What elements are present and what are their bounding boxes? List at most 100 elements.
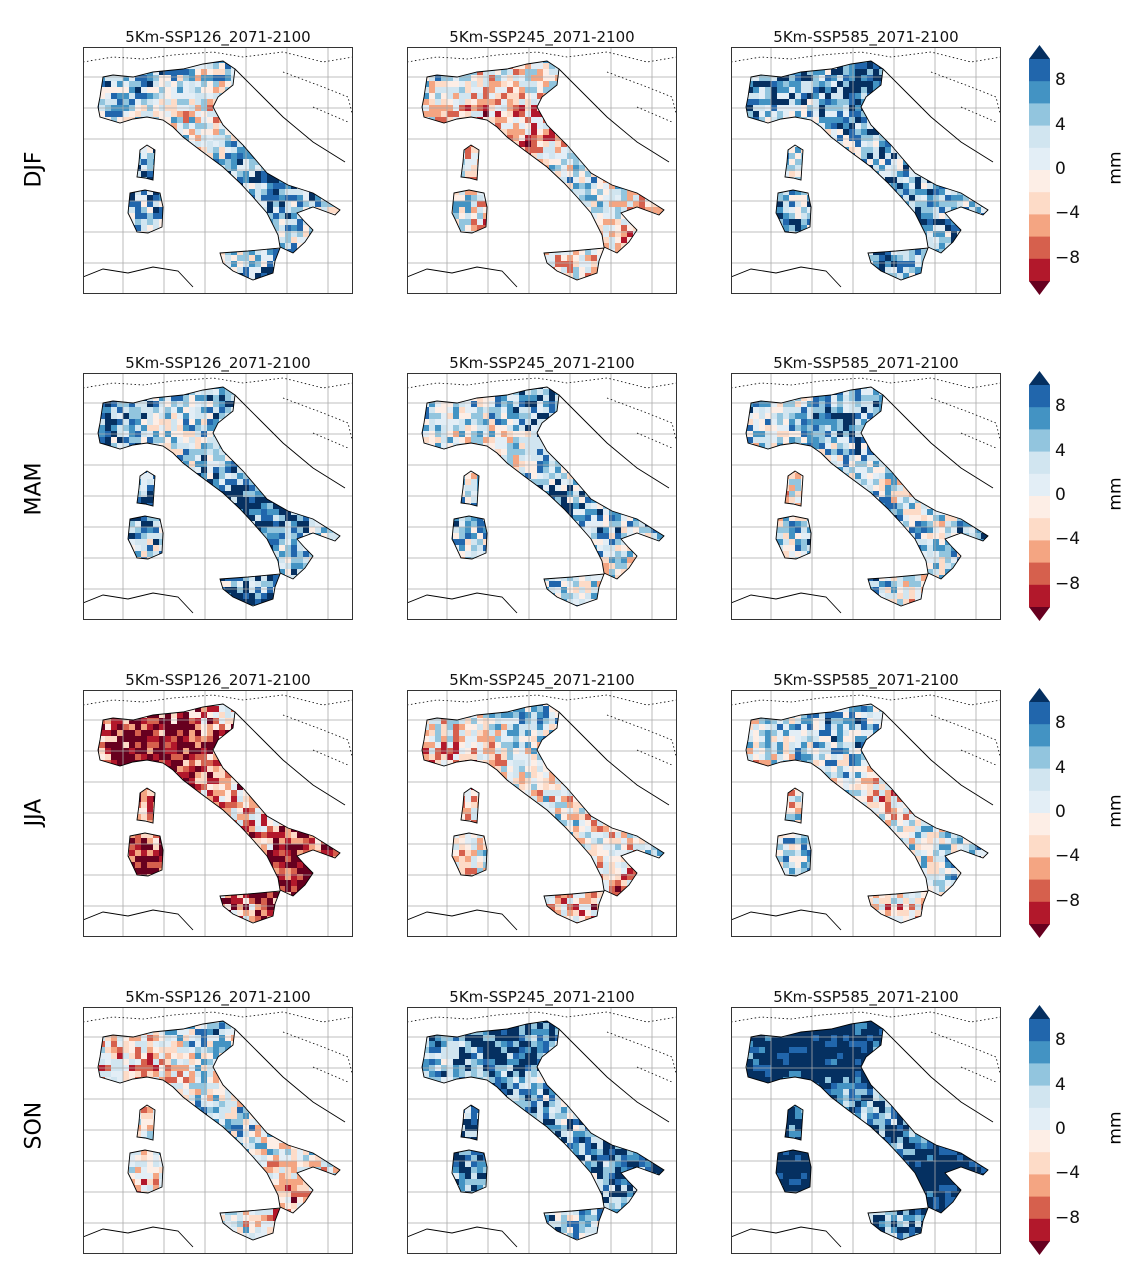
precip-cell <box>225 63 232 70</box>
precip-cell <box>105 87 112 94</box>
precip-cell <box>249 159 256 166</box>
precip-cell <box>609 207 616 214</box>
precip-cell <box>789 153 796 160</box>
panel-frame <box>407 47 677 294</box>
precip-cell <box>795 225 802 232</box>
precip-cell <box>843 117 850 124</box>
precip-cell <box>813 93 820 100</box>
precip-cell <box>207 99 214 106</box>
precip-cell <box>201 63 208 70</box>
precip-cell <box>117 81 124 88</box>
precip-cell <box>591 249 598 256</box>
precip-cell <box>963 195 970 202</box>
precip-cell <box>549 69 556 76</box>
precip-cell <box>279 213 286 220</box>
precip-cell <box>273 213 280 220</box>
precip-cell <box>795 99 802 106</box>
precip-cell <box>129 201 136 208</box>
precip-cell <box>285 195 292 202</box>
precip-cell <box>153 195 160 202</box>
precip-cell <box>459 99 466 106</box>
precip-cell <box>879 147 886 154</box>
precip-cell <box>225 255 232 262</box>
precip-cell <box>915 267 922 274</box>
map-panel-djf-1 <box>83 47 353 294</box>
precip-cell <box>507 135 514 142</box>
precip-cell <box>765 87 772 94</box>
precip-cell <box>837 99 844 106</box>
precip-cell <box>297 207 304 214</box>
precip-cell <box>483 111 490 118</box>
precip-cell <box>789 81 796 88</box>
precip-cell <box>441 111 448 118</box>
precip-cell <box>765 81 772 88</box>
precip-cell <box>939 231 946 238</box>
precip-cell <box>525 81 532 88</box>
precip-cell <box>627 189 634 196</box>
precip-cell <box>327 207 334 214</box>
precip-cell <box>561 141 568 148</box>
precip-cell <box>477 75 484 82</box>
precip-cell <box>831 81 838 88</box>
precip-cell <box>597 219 604 226</box>
precip-cell <box>213 63 220 70</box>
precip-cell <box>165 93 172 100</box>
precip-cell <box>789 75 796 82</box>
precip-cell <box>471 99 478 106</box>
precip-cell <box>795 75 802 82</box>
precip-cell <box>837 117 844 124</box>
precip-cell <box>255 183 262 190</box>
precip-cell <box>207 117 214 124</box>
precip-cell <box>135 201 142 208</box>
precip-cell <box>273 207 280 214</box>
precip-cell <box>159 81 166 88</box>
precip-cell <box>591 177 598 184</box>
precip-cell <box>813 75 820 82</box>
precip-cell <box>531 123 538 130</box>
precip-cell <box>867 129 874 136</box>
precip-cell <box>201 129 208 136</box>
precip-cell <box>267 249 274 256</box>
precip-cell <box>603 243 610 250</box>
precip-cell <box>141 189 148 196</box>
precip-cell <box>561 249 568 256</box>
precip-cell <box>831 69 838 76</box>
precip-cell <box>177 129 184 136</box>
precip-cell <box>867 63 874 70</box>
precip-cell <box>471 207 478 214</box>
precip-cell <box>531 129 538 136</box>
precip-cell <box>525 135 532 142</box>
colorbar-tick-label: 8 <box>1055 70 1066 90</box>
precip-cell <box>765 111 772 118</box>
precip-cell <box>585 249 592 256</box>
precip-cell <box>291 213 298 220</box>
precip-cell <box>159 207 166 214</box>
precip-cell <box>519 129 526 136</box>
precip-cell <box>123 93 130 100</box>
precip-cell <box>753 81 760 88</box>
precip-cell <box>147 153 154 160</box>
precip-cell <box>657 207 664 214</box>
precip-cell <box>603 207 610 214</box>
precip-cell <box>99 93 106 100</box>
precip-cell <box>849 99 856 106</box>
precip-cell <box>813 69 820 76</box>
precip-cell <box>489 117 496 124</box>
precip-cell <box>837 93 844 100</box>
precip-cell <box>153 207 160 214</box>
precip-cell <box>183 135 190 142</box>
precip-cell <box>879 255 886 262</box>
precip-cell <box>279 183 286 190</box>
precip-cell <box>507 81 514 88</box>
precip-cell <box>483 93 490 100</box>
precip-cell <box>213 117 220 124</box>
precip-cell <box>789 165 796 172</box>
precip-cell <box>807 93 814 100</box>
precip-cell <box>897 159 904 166</box>
precip-cell <box>789 147 796 154</box>
precip-cell <box>777 93 784 100</box>
precip-cell <box>825 69 832 76</box>
precip-cell <box>939 201 946 208</box>
precip-cell <box>483 75 490 82</box>
precip-cell <box>615 201 622 208</box>
